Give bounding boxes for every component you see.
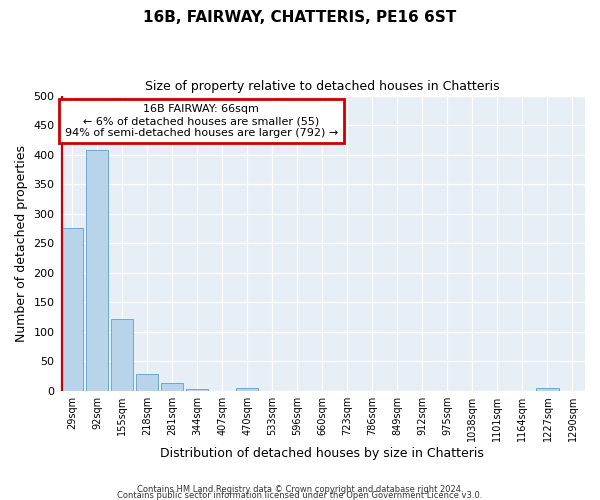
Bar: [136, 374, 158, 391]
Bar: [236, 388, 259, 391]
Bar: [111, 319, 133, 391]
Y-axis label: Number of detached properties: Number of detached properties: [15, 145, 28, 342]
X-axis label: Distribution of detached houses by size in Chatteris: Distribution of detached houses by size …: [160, 447, 484, 460]
Text: 16B, FAIRWAY, CHATTERIS, PE16 6ST: 16B, FAIRWAY, CHATTERIS, PE16 6ST: [143, 10, 457, 25]
Text: 16B FAIRWAY: 66sqm
← 6% of detached houses are smaller (55)
94% of semi-detached: 16B FAIRWAY: 66sqm ← 6% of detached hous…: [65, 104, 338, 138]
Bar: [536, 388, 559, 391]
Bar: [61, 228, 83, 391]
Bar: [161, 382, 184, 391]
Bar: [186, 388, 208, 391]
Title: Size of property relative to detached houses in Chatteris: Size of property relative to detached ho…: [145, 80, 500, 93]
Bar: [86, 150, 109, 391]
Text: Contains HM Land Registry data © Crown copyright and database right 2024.: Contains HM Land Registry data © Crown c…: [137, 484, 463, 494]
Text: Contains public sector information licensed under the Open Government Licence v3: Contains public sector information licen…: [118, 490, 482, 500]
